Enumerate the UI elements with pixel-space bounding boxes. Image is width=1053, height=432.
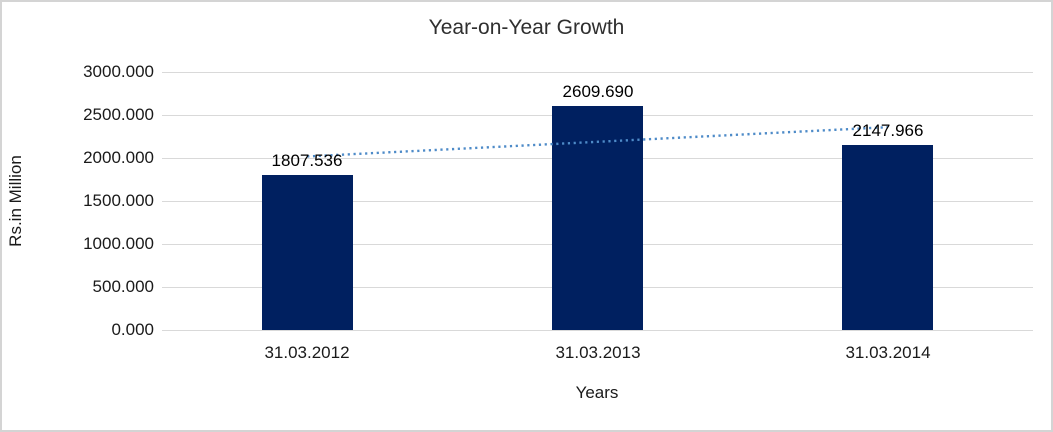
grid-line bbox=[162, 72, 1033, 73]
x-tick-label: 31.03.2012 bbox=[264, 343, 350, 362]
data-label: 2609.690 bbox=[562, 82, 634, 101]
x-tick-label: 31.03.2013 bbox=[555, 343, 641, 362]
y-tick-label: 1000.000 bbox=[83, 234, 154, 253]
y-tick-label: 3000.000 bbox=[83, 62, 154, 81]
data-label: 1807.536 bbox=[271, 151, 343, 170]
chart-title: Year-on-Year Growth bbox=[428, 16, 625, 39]
data-label: 2147.966 bbox=[852, 121, 924, 140]
bar bbox=[262, 175, 353, 330]
grid-line bbox=[162, 330, 1033, 331]
y-tick-label: 2500.000 bbox=[83, 105, 154, 124]
bar bbox=[842, 145, 933, 330]
bar bbox=[552, 106, 643, 330]
y-tick-label: 500.000 bbox=[92, 277, 154, 296]
y-tick-label: 0.000 bbox=[111, 320, 154, 339]
x-tick-label: 31.03.2014 bbox=[845, 343, 931, 362]
x-axis-title: Years bbox=[575, 383, 619, 402]
y-tick-label: 1500.000 bbox=[83, 191, 154, 210]
y-tick-label: 2000.000 bbox=[83, 148, 154, 167]
